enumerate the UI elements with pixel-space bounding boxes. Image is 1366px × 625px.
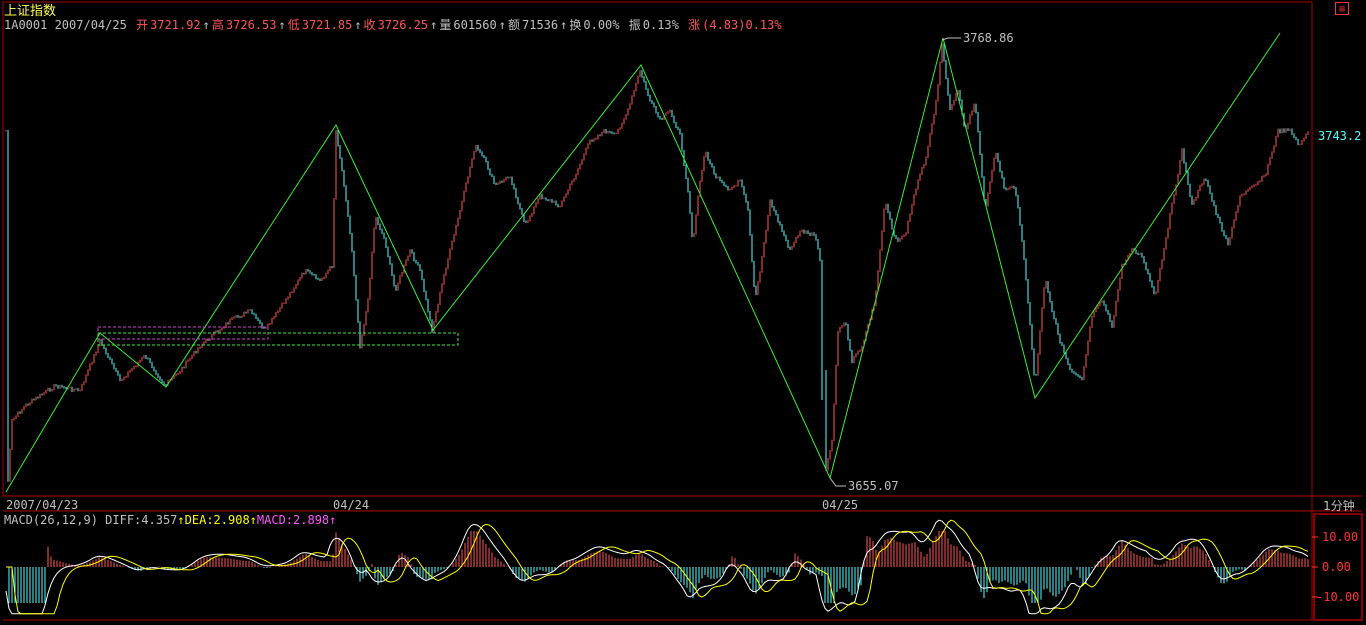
high-annotation: 3768.86 [963, 31, 1014, 45]
low-label: 低 [287, 18, 300, 32]
volume-label: 量 [439, 18, 452, 32]
change-label: 涨 [688, 18, 701, 32]
macd-info-line: MACD(26,12,9) DIFF:4.357↑DEA:2.908↑MACD:… [4, 513, 336, 527]
arrow-icon: ↑ [177, 513, 185, 527]
change-value: (4.83)0.13% [702, 18, 782, 32]
amount-label: 额 [507, 18, 520, 32]
arrow-icon: ↑ [249, 513, 257, 527]
code-date: 1A0001 2007/04/25 [4, 18, 127, 32]
dea-value: DEA:2.908 [184, 513, 250, 527]
diff-line [5, 519, 1309, 615]
open-label: 开 [136, 18, 149, 32]
zigzag-line [5, 32, 1281, 493]
macd-value: MACD:2.898 [256, 513, 330, 527]
chart-labels: 2007/04/23 04/24 04/25 3743.2 3768.86 36… [6, 31, 1361, 604]
x-label-0425: 04/25 [822, 498, 858, 512]
low-value: 3721.85 [301, 18, 353, 32]
support-boxes [97, 326, 459, 346]
close-label: 收 [363, 18, 376, 32]
amplitude-label: 振 [628, 18, 641, 32]
arrow-icon: ↑ [354, 18, 362, 32]
macd-tick-10: 10.00 [1322, 530, 1358, 544]
macd-histogram [8, 531, 1309, 603]
macd-name: MACD(26,12,9) [4, 513, 98, 527]
close-value: 3726.25 [377, 18, 429, 32]
arrow-icon: ↑ [202, 18, 210, 32]
macd-tick-neg10: -10.00 [1316, 590, 1359, 604]
menu-icon[interactable]: ▤ [1335, 2, 1349, 15]
low-annotation: 3655.07 [848, 479, 899, 493]
high-label: 高 [211, 18, 224, 32]
turnover-label: 换 [569, 18, 582, 32]
arrow-icon: ↑ [329, 513, 337, 527]
price-candles [5, 43, 1309, 482]
macd-tick-0: 0.00 [1322, 560, 1351, 574]
index-title: 上证指数 [4, 4, 57, 19]
arrow-icon: ↑ [430, 18, 438, 32]
turnover-value: 0.00% [583, 18, 620, 32]
x-label-0424: 04/24 [333, 498, 369, 512]
arrow-icon: ↑ [278, 18, 286, 32]
dea-line [6, 519, 1309, 615]
volume-value: 601560 [453, 18, 497, 32]
open-value: 3721.92 [150, 18, 201, 32]
amplitude-value: 0.13% [642, 18, 679, 32]
diff-value: DIFF:4.357 [105, 513, 178, 527]
period-selector[interactable]: 1分钟 [1323, 499, 1355, 513]
support-box [97, 332, 459, 346]
arrow-icon: ↑ [560, 18, 568, 32]
macd-lines [5, 519, 1309, 615]
arrow-icon: ↑ [498, 18, 506, 32]
x-label-0423: 2007/04/23 [6, 498, 78, 512]
zigzag-indicator [5, 32, 1281, 493]
quote-info-line: 1A0001 2007/04/25 开 3721.92 ↑ 高 3726.53 ↑ 低 372… [4, 16, 784, 33]
high-value: 3726.53 [225, 18, 277, 32]
amount-value: 71536 [522, 18, 559, 32]
y-current-label: 3743.2 [1318, 129, 1361, 143]
